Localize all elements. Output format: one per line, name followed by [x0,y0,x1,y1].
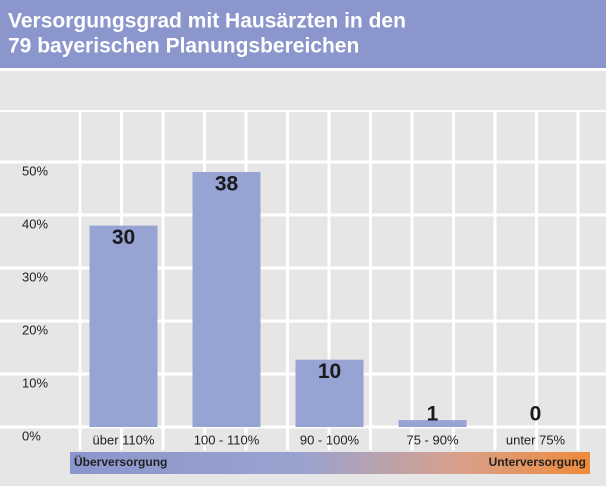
data-label: 10 [318,360,341,383]
x-tick-label: über 110% [93,432,155,447]
scale-bar [70,452,590,474]
x-tick-label: 100 - 110% [194,432,260,447]
y-tick-label: 20% [22,322,48,337]
y-tick-label: 50% [22,163,48,178]
chart-title: 79 bayerischen Planungsbereichen [8,35,359,58]
header-band [0,71,606,110]
chart-title: Versorgungsgrad mit Hausärzten in den [8,10,406,33]
data-label: 30 [112,226,135,249]
x-tick-label: unter 75% [506,432,566,447]
y-tick-label: 0% [22,428,41,443]
bar [89,225,158,427]
title-band [0,0,606,68]
data-label: 1 [427,403,439,426]
y-tick-label: 30% [22,269,48,284]
scale-label: Unterversorgung [489,455,586,469]
y-tick-label: 10% [22,375,48,390]
data-label: 0 [530,403,542,426]
x-tick-label: 75 - 90% [406,432,458,447]
bar [192,172,261,427]
bar [295,359,364,427]
scale-label: Überversorgung [74,454,167,469]
y-tick-label: 40% [22,216,48,231]
bar [398,420,467,427]
x-tick-label: 90 - 100% [300,432,360,447]
data-label: 38 [215,173,239,196]
